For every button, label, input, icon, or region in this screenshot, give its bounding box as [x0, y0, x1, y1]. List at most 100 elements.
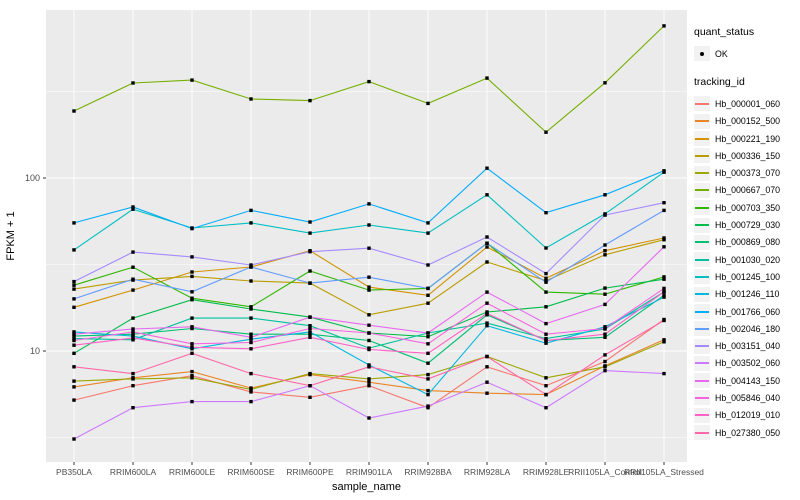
data-point	[72, 305, 76, 309]
data-point	[485, 380, 489, 384]
data-point	[72, 336, 76, 341]
data-point	[662, 340, 666, 344]
legend-key-box	[694, 148, 710, 164]
x-tick-label: PB350LA	[56, 467, 92, 477]
legend-key-box	[694, 321, 710, 337]
legend-key-box	[694, 252, 710, 268]
data-point	[190, 290, 194, 294]
data-point	[190, 274, 194, 279]
data-point	[131, 406, 135, 410]
data-point	[662, 293, 666, 297]
legend-title-tracking-id: tracking_id	[694, 76, 745, 89]
data-point	[367, 246, 371, 250]
data-point	[426, 404, 430, 408]
data-point	[131, 207, 135, 211]
data-point	[603, 253, 607, 257]
data-point	[131, 371, 135, 376]
data-point	[485, 321, 489, 325]
data-point	[249, 265, 253, 269]
data-point	[544, 246, 548, 250]
line-swatch-icon	[695, 189, 709, 192]
legend-item-Hb_000336_150: Hb_000336_150	[694, 147, 798, 164]
data-point	[544, 211, 548, 215]
data-point	[72, 332, 76, 336]
data-point	[249, 347, 253, 351]
x-tick-label: RRIM600SE	[227, 467, 275, 477]
data-point	[426, 351, 430, 355]
data-point	[367, 363, 371, 367]
data-point	[662, 277, 666, 281]
data-point	[603, 292, 607, 296]
legend-item-Hb_003502_060: Hb_003502_060	[694, 355, 798, 372]
x-tick-label: RRIM600LE	[169, 467, 216, 477]
data-point	[662, 290, 666, 294]
legend-key-box	[694, 46, 710, 62]
data-point	[72, 398, 76, 402]
legend-item-Hb_027380_050: Hb_027380_050	[694, 424, 798, 441]
legend-item-label: Hb_000703_350	[715, 202, 781, 213]
legend-item-label: Hb_000221_190	[715, 133, 781, 144]
data-point	[603, 243, 607, 247]
data-point	[308, 384, 312, 388]
legend-key-box	[694, 286, 710, 302]
x-tick-label: RRIM600LA	[110, 467, 157, 477]
data-point	[190, 255, 194, 259]
data-point	[190, 270, 194, 274]
data-point	[308, 332, 312, 336]
data-point	[308, 98, 312, 103]
data-point	[426, 392, 430, 397]
data-point	[426, 231, 430, 235]
legend-item-label: Hb_001766_060	[715, 306, 781, 317]
data-point	[485, 235, 489, 239]
legend-key-box	[694, 182, 710, 198]
data-point	[190, 369, 194, 374]
data-point	[426, 388, 430, 393]
data-point	[249, 279, 253, 283]
data-point	[72, 279, 76, 284]
legend-item-label: Hb_000152_500	[715, 116, 781, 127]
data-point	[662, 286, 666, 291]
line-swatch-icon	[695, 154, 709, 157]
data-point	[485, 290, 489, 294]
x-tick-label: RRIM901LA	[346, 467, 393, 477]
legend-title-quant-status: quant_status	[694, 26, 755, 38]
data-point	[426, 293, 430, 297]
data-point	[72, 334, 76, 338]
data-point	[308, 315, 312, 319]
data-point	[72, 109, 76, 113]
data-point	[544, 341, 548, 345]
data-point	[426, 331, 430, 335]
data-point	[131, 316, 135, 320]
legend-item-Hb_004143_150: Hb_004143_150	[694, 372, 798, 389]
data-point	[426, 335, 430, 339]
legend-key-box	[694, 425, 710, 441]
legend-item-Hb_000667_070: Hb_000667_070	[694, 182, 798, 199]
data-point	[190, 78, 194, 82]
data-point	[544, 336, 548, 341]
data-point	[485, 260, 489, 264]
data-point	[426, 372, 430, 377]
legend-key-box	[694, 96, 710, 112]
line-swatch-icon	[695, 102, 709, 105]
data-point	[603, 335, 607, 339]
data-point	[662, 238, 666, 242]
legend-item-label: Hb_001030_020	[715, 254, 781, 265]
data-point	[190, 325, 194, 329]
legend-item-Hb_000703_350: Hb_000703_350	[694, 199, 798, 216]
legend-item-Hb_012019_010: Hb_012019_010	[694, 407, 798, 424]
data-point	[603, 365, 607, 369]
data-point	[190, 342, 194, 346]
data-point	[603, 193, 607, 197]
legend-key-box	[694, 200, 710, 216]
data-point	[131, 384, 135, 388]
data-point	[426, 101, 430, 106]
data-point	[249, 305, 253, 309]
black-point-icon	[700, 51, 704, 56]
x-axis-title: sample_name	[332, 481, 401, 493]
data-point	[426, 301, 430, 305]
line-swatch-icon	[695, 310, 709, 313]
data-point	[662, 24, 666, 28]
data-point	[367, 377, 371, 381]
data-point	[603, 326, 607, 331]
x-tick-label: RRIM928LE	[523, 467, 570, 477]
